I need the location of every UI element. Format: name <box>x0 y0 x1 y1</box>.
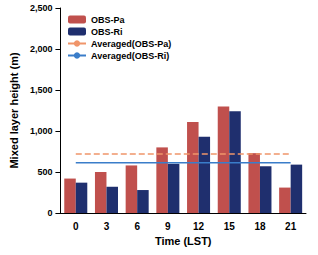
svg-text:2,500: 2,500 <box>30 3 53 13</box>
svg-text:OBS-Pa: OBS-Pa <box>91 15 126 25</box>
svg-text:Averaged(OBS-Ri): Averaged(OBS-Ri) <box>91 51 169 61</box>
svg-text:21: 21 <box>285 221 297 232</box>
svg-text:1,000: 1,000 <box>30 126 53 136</box>
svg-text:6: 6 <box>134 221 140 232</box>
svg-text:Time (LST): Time (LST) <box>155 235 212 247</box>
svg-text:9: 9 <box>165 221 171 232</box>
svg-text:0: 0 <box>73 221 79 232</box>
svg-text:18: 18 <box>254 221 266 232</box>
svg-text:12: 12 <box>193 221 205 232</box>
svg-text:OBS-Ri: OBS-Ri <box>91 27 123 37</box>
svg-text:2,000: 2,000 <box>30 44 53 54</box>
svg-text:500: 500 <box>37 167 52 177</box>
svg-text:Averaged(OBS-Pa): Averaged(OBS-Pa) <box>91 39 171 49</box>
svg-text:Mixed layer height (m): Mixed layer height (m) <box>8 52 20 168</box>
svg-text:0: 0 <box>47 208 52 218</box>
svg-text:3: 3 <box>104 221 110 232</box>
svg-text:1,500: 1,500 <box>30 85 53 95</box>
svg-text:15: 15 <box>224 221 236 232</box>
